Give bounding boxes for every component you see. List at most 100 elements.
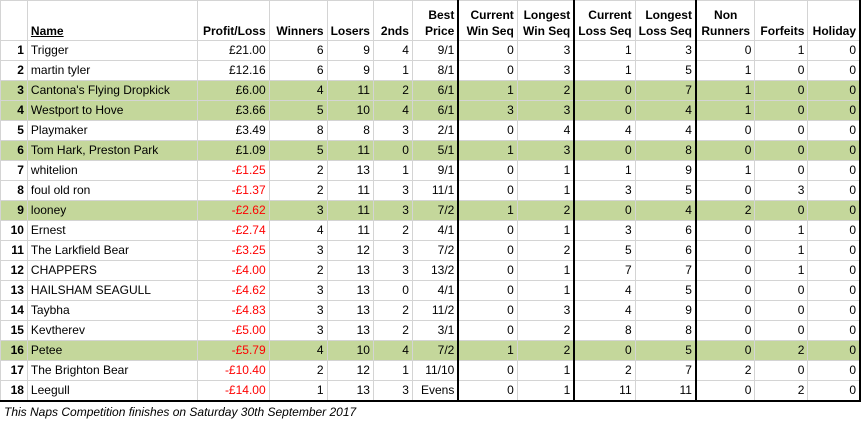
cell-current-win-seq[interactable]: 0 (457, 240, 518, 261)
cell-holiday[interactable]: 0 (807, 260, 861, 281)
cell-rank[interactable]: 3 (0, 80, 28, 101)
cell-longest-win-seq[interactable]: 2 (516, 240, 575, 261)
cell-seconds[interactable]: 2 (372, 320, 413, 341)
cell-profit-loss[interactable]: £6.00 (196, 80, 270, 101)
cell-profit-loss[interactable]: -£1.25 (196, 160, 270, 181)
cell-current-win-seq[interactable]: 1 (457, 80, 518, 101)
cell-best-price[interactable]: 6/1 (411, 100, 459, 121)
cell-current-win-seq[interactable]: 1 (457, 200, 518, 221)
cell-holiday[interactable]: 0 (807, 280, 861, 301)
cell-name[interactable]: The Brighton Bear (26, 360, 198, 381)
cell-current-win-seq[interactable]: 1 (457, 140, 518, 161)
cell-current-loss-seq[interactable]: 0 (573, 340, 636, 361)
cell-holiday[interactable]: 0 (807, 100, 861, 121)
cell-name[interactable]: Westport to Hove (26, 100, 198, 121)
cell-longest-win-seq[interactable]: 1 (516, 260, 575, 281)
cell-seconds[interactable]: 3 (372, 380, 413, 402)
cell-current-win-seq[interactable]: 0 (457, 120, 518, 141)
cell-losers[interactable]: 12 (326, 360, 374, 381)
cell-longest-win-seq[interactable]: 1 (516, 280, 575, 301)
cell-seconds[interactable]: 3 (372, 260, 413, 281)
cell-current-win-seq[interactable]: 0 (457, 260, 518, 281)
cell-holiday[interactable]: 0 (807, 220, 861, 241)
cell-losers[interactable]: 13 (326, 160, 374, 181)
cell-name[interactable]: foul old ron (26, 180, 198, 201)
cell-rank[interactable]: 5 (0, 120, 28, 141)
cell-name[interactable]: CHAPPERS (26, 260, 198, 281)
cell-rank[interactable]: 10 (0, 220, 28, 241)
cell-forfeits[interactable]: 1 (754, 40, 809, 61)
cell-winners[interactable]: 6 (268, 60, 328, 81)
cell-holiday[interactable]: 0 (807, 140, 861, 161)
cell-non-runners[interactable]: 0 (694, 380, 756, 402)
cell-name[interactable]: looney (26, 200, 198, 221)
cell-non-runners[interactable]: 1 (694, 100, 756, 121)
cell-winners[interactable]: 6 (268, 40, 328, 61)
cell-forfeits[interactable]: 2 (754, 380, 809, 402)
cell-longest-win-seq[interactable]: 4 (516, 120, 575, 141)
cell-losers[interactable]: 11 (326, 140, 374, 161)
cell-longest-loss-seq[interactable]: 8 (634, 140, 697, 161)
cell-forfeits[interactable]: 0 (754, 360, 809, 381)
cell-longest-loss-seq[interactable]: 4 (634, 100, 697, 121)
cell-seconds[interactable]: 1 (372, 160, 413, 181)
cell-winners[interactable]: 5 (268, 100, 328, 121)
cell-rank[interactable]: 8 (0, 180, 28, 201)
cell-forfeits[interactable]: 3 (754, 180, 809, 201)
cell-holiday[interactable]: 0 (807, 160, 861, 181)
cell-holiday[interactable]: 0 (807, 200, 861, 221)
cell-name[interactable]: Cantona's Flying Dropkick (26, 80, 198, 101)
cell-longest-loss-seq[interactable]: 5 (634, 60, 697, 81)
cell-losers[interactable]: 13 (326, 380, 374, 402)
cell-profit-loss[interactable]: -£2.74 (196, 220, 270, 241)
cell-profit-loss[interactable]: £1.09 (196, 140, 270, 161)
cell-rank[interactable]: 17 (0, 360, 28, 381)
cell-seconds[interactable]: 4 (372, 40, 413, 61)
cell-profit-loss[interactable]: £3.66 (196, 100, 270, 121)
cell-rank[interactable]: 11 (0, 240, 28, 261)
cell-rank[interactable]: 13 (0, 280, 28, 301)
cell-best-price[interactable]: 4/1 (411, 280, 459, 301)
cell-losers[interactable]: 11 (326, 80, 374, 101)
cell-non-runners[interactable]: 0 (694, 280, 756, 301)
cell-longest-win-seq[interactable]: 2 (516, 80, 575, 101)
cell-name[interactable]: Petee (26, 340, 198, 361)
cell-holiday[interactable]: 0 (807, 240, 861, 261)
cell-non-runners[interactable]: 2 (694, 200, 756, 221)
cell-best-price[interactable]: 7/2 (411, 340, 459, 361)
cell-current-loss-seq[interactable]: 5 (573, 240, 636, 261)
cell-forfeits[interactable]: 0 (754, 60, 809, 81)
cell-seconds[interactable]: 3 (372, 180, 413, 201)
cell-losers[interactable]: 12 (326, 240, 374, 261)
cell-winners[interactable]: 8 (268, 120, 328, 141)
cell-best-price[interactable]: 7/2 (411, 200, 459, 221)
cell-forfeits[interactable]: 0 (754, 320, 809, 341)
cell-best-price[interactable]: 9/1 (411, 40, 459, 61)
header-profit-loss[interactable]: Profit/Loss (196, 0, 270, 41)
cell-non-runners[interactable]: 0 (694, 180, 756, 201)
cell-current-win-seq[interactable]: 0 (457, 300, 518, 321)
cell-holiday[interactable]: 0 (807, 380, 861, 402)
header-current-win-seq[interactable]: Current Win Seq (457, 0, 518, 41)
cell-rank[interactable]: 7 (0, 160, 28, 181)
cell-non-runners[interactable]: 0 (694, 220, 756, 241)
cell-non-runners[interactable]: 0 (694, 140, 756, 161)
cell-best-price[interactable]: 9/1 (411, 160, 459, 181)
cell-forfeits[interactable]: 0 (754, 200, 809, 221)
cell-current-loss-seq[interactable]: 0 (573, 80, 636, 101)
cell-current-win-seq[interactable]: 0 (457, 280, 518, 301)
cell-rank[interactable]: 12 (0, 260, 28, 281)
cell-profit-loss[interactable]: -£1.37 (196, 180, 270, 201)
cell-best-price[interactable]: 5/1 (411, 140, 459, 161)
cell-losers[interactable]: 10 (326, 340, 374, 361)
cell-holiday[interactable]: 0 (807, 80, 861, 101)
cell-profit-loss[interactable]: -£4.83 (196, 300, 270, 321)
cell-seconds[interactable]: 3 (372, 120, 413, 141)
cell-rank[interactable]: 2 (0, 60, 28, 81)
cell-non-runners[interactable]: 1 (694, 160, 756, 181)
cell-non-runners[interactable]: 0 (694, 340, 756, 361)
cell-non-runners[interactable]: 0 (694, 120, 756, 141)
cell-forfeits[interactable]: 0 (754, 120, 809, 141)
cell-losers[interactable]: 9 (326, 40, 374, 61)
cell-winners[interactable]: 3 (268, 300, 328, 321)
